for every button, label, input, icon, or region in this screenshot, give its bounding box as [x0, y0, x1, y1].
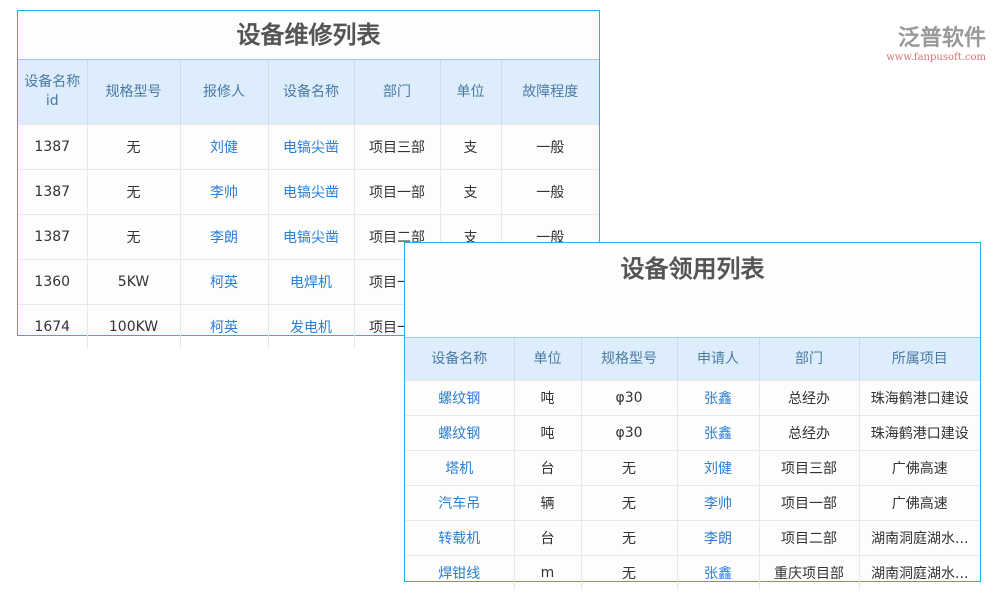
cell-link[interactable]: 刘健	[677, 450, 760, 486]
repair-header-row: 设备名称id 规格型号 报修人 设备名称 部门 单位 故障程度	[18, 60, 599, 125]
table-cell: m	[514, 555, 582, 590]
table-row[interactable]: 1387 无李帅 电镐尖凿 项目一部支一般	[18, 169, 599, 215]
table-cell: 1387	[18, 214, 88, 260]
table-row[interactable]: 螺纹钢吨 φ30 张鑫 总经办 珠海鹤港口建设	[405, 415, 980, 451]
table-cell: 无	[581, 450, 678, 486]
table-cell: 一般	[501, 124, 599, 170]
table-cell: 无	[581, 555, 678, 590]
watermark-logo: 泛普软件 www.fanpusoft.com	[886, 20, 986, 63]
cell-link[interactable]: 张鑫	[677, 415, 760, 451]
table-cell: 吨	[514, 380, 582, 416]
table-cell: 湖南洞庭湖水...	[859, 555, 980, 590]
table-cell: 项目二部	[759, 520, 860, 556]
usage-table: 设备名称 单位 规格型号 申请人 部门 所属项目 螺纹钢吨 φ30 张鑫 总经办 珠海鹤港口建设 螺纹…	[405, 338, 980, 590]
column-header: 单位	[440, 60, 502, 125]
table-cell: 项目三部	[759, 450, 860, 486]
table-cell: 支	[440, 169, 502, 215]
cell-link[interactable]: 螺纹钢	[405, 415, 515, 451]
table-cell: 1387	[18, 124, 88, 170]
table-row[interactable]: 焊钳线 m 无张鑫 重庆项目部 湖南洞庭湖水...	[405, 555, 980, 590]
table-row[interactable]: 汽车吊辆无李帅 项目一部 广佛高速	[405, 485, 980, 521]
cell-link[interactable]: 焊钳线	[405, 555, 515, 590]
column-header: 设备名称id	[18, 60, 88, 125]
column-header: 设备名称	[268, 60, 355, 125]
table-cell: 珠海鹤港口建设	[859, 380, 980, 416]
table-row[interactable]: 塔机台无刘健 项目三部 广佛高速	[405, 450, 980, 486]
cell-link[interactable]: 刘健	[180, 124, 269, 170]
column-header: 部门	[354, 60, 441, 125]
table-cell: 湖南洞庭湖水...	[859, 520, 980, 556]
table-cell: 1674	[18, 304, 88, 349]
cell-link[interactable]: 电镐尖凿	[268, 169, 355, 215]
column-header: 申请人	[677, 338, 760, 381]
column-header: 单位	[514, 338, 582, 381]
cell-link[interactable]: 张鑫	[677, 555, 760, 590]
column-header: 设备名称	[405, 338, 515, 381]
table-cell: 台	[514, 520, 582, 556]
table-cell: 支	[440, 124, 502, 170]
table-cell: 珠海鹤港口建设	[859, 415, 980, 451]
cell-link[interactable]: 汽车吊	[405, 485, 515, 521]
column-header: 所属项目	[859, 338, 980, 381]
table-cell: 总经办	[759, 380, 860, 416]
table-cell: 一般	[501, 169, 599, 215]
repair-list-title: 设备维修列表	[18, 11, 599, 60]
column-header: 报修人	[180, 60, 269, 125]
cell-link[interactable]: 柯英	[180, 304, 269, 349]
table-cell: 台	[514, 450, 582, 486]
cell-link[interactable]: 柯英	[180, 259, 269, 305]
table-cell: 1387	[18, 169, 88, 215]
cell-link[interactable]: 螺纹钢	[405, 380, 515, 416]
table-cell: 无	[581, 520, 678, 556]
usage-list-panel: 设备领用列表 设备名称 单位 规格型号 申请人 部门 所属项目 螺纹钢吨 φ30 张鑫 总经办 珠海…	[404, 242, 981, 590]
table-cell: 项目一部	[354, 169, 441, 215]
table-cell: 吨	[514, 415, 582, 451]
usage-list-title: 设备领用列表	[405, 243, 980, 338]
table-cell: 5KW	[87, 259, 181, 305]
cell-link[interactable]: 电镐尖凿	[268, 214, 355, 260]
column-header: 部门	[759, 338, 860, 381]
cell-link[interactable]: 塔机	[405, 450, 515, 486]
table-cell: 项目一部	[759, 485, 860, 521]
table-cell: 无	[87, 214, 181, 260]
usage-header-row: 设备名称 单位 规格型号 申请人 部门 所属项目	[405, 338, 980, 381]
cell-link[interactable]: 李朗	[180, 214, 269, 260]
cell-link[interactable]: 发电机	[268, 304, 355, 349]
watermark-name: 泛普软件	[897, 26, 986, 51]
cell-link[interactable]: 李朗	[677, 520, 760, 556]
table-cell: 100KW	[87, 304, 181, 349]
cell-link[interactable]: 李帅	[677, 485, 760, 521]
cell-link[interactable]: 张鑫	[677, 380, 760, 416]
table-cell: 项目三部	[354, 124, 441, 170]
table-cell: 1360	[18, 259, 88, 305]
column-header: 规格型号	[87, 60, 181, 125]
cell-link[interactable]: 电焊机	[268, 259, 355, 305]
table-cell: 辆	[514, 485, 582, 521]
cell-link[interactable]: 李帅	[180, 169, 269, 215]
table-cell: 无	[87, 169, 181, 215]
table-cell: 总经办	[759, 415, 860, 451]
column-header: 故障程度	[501, 60, 599, 125]
table-cell: 重庆项目部	[759, 555, 860, 590]
table-row[interactable]: 转载机台无李朗 项目二部 湖南洞庭湖水...	[405, 520, 980, 556]
watermark-url: www.fanpusoft.com	[886, 52, 986, 63]
table-row[interactable]: 1387 无刘健 电镐尖凿 项目三部支一般	[18, 124, 599, 170]
column-header: 规格型号	[581, 338, 678, 381]
cell-link[interactable]: 转载机	[405, 520, 515, 556]
table-cell: φ30	[581, 415, 678, 451]
table-cell: 广佛高速	[859, 485, 980, 521]
table-cell: φ30	[581, 380, 678, 416]
table-row[interactable]: 螺纹钢吨 φ30 张鑫 总经办 珠海鹤港口建设	[405, 380, 980, 416]
table-cell: 无	[87, 124, 181, 170]
cell-link[interactable]: 电镐尖凿	[268, 124, 355, 170]
table-cell: 广佛高速	[859, 450, 980, 486]
table-cell: 无	[581, 485, 678, 521]
